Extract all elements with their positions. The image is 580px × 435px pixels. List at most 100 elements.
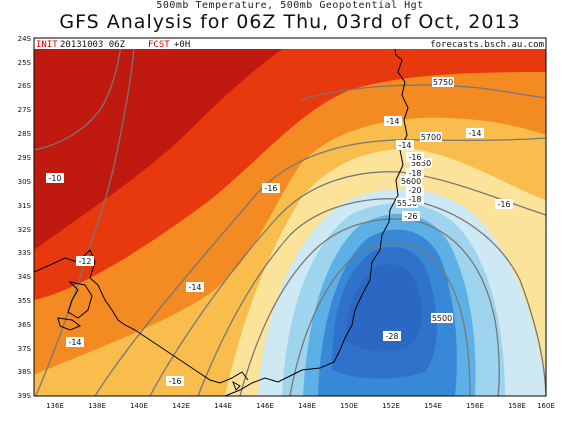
height-contour [289, 242, 471, 396]
lat-tick: 35S [18, 297, 32, 305]
bass-strait-island [232, 380, 241, 391]
svg-text:-14: -14 [68, 338, 81, 347]
lon-tick: 156E [466, 402, 484, 410]
lon-tick: 150E [340, 402, 358, 410]
lon-tick: 160E [537, 402, 555, 410]
lat-tick: 38S [18, 368, 32, 376]
svg-text:5500: 5500 [432, 314, 452, 323]
lat-tick: 34S [18, 273, 32, 281]
lat-tick: 31S [18, 202, 32, 210]
svg-text:-28: -28 [385, 332, 398, 341]
temperature-field [34, 38, 546, 396]
temperature-labels: -10 -12 -14 -14 -14 -14 -14 -16 -16 -16 … [46, 116, 513, 386]
coastline-sa-gulfs [34, 249, 136, 331]
lon-tick: 154E [424, 402, 442, 410]
lon-tick: 158E [508, 402, 526, 410]
lon-tick: 138E [88, 402, 106, 410]
lat-tick: 29S [18, 154, 32, 162]
height-label: 5600 [400, 176, 422, 186]
temp-label: -18 [406, 168, 424, 178]
temp-label: -10 [46, 173, 64, 183]
temp-label: -26 [402, 211, 420, 221]
height-contour [34, 38, 136, 396]
coastline-vic [134, 329, 249, 384]
temp-label: -14 [384, 116, 402, 126]
lat-tick: 27S [18, 106, 32, 114]
temp-label: -16 [406, 152, 424, 162]
temp-label: -14 [466, 128, 484, 138]
temp-label: -20 [406, 185, 424, 195]
svg-text:-16: -16 [264, 184, 277, 193]
lat-tick: 30S [18, 178, 32, 186]
init-value: 20131003 06Z [60, 40, 126, 50]
svg-text:-10: -10 [48, 174, 61, 183]
temp-label: -14 [66, 337, 84, 347]
temp-label: -16 [262, 183, 280, 193]
svg-text:5650: 5650 [411, 159, 431, 168]
lon-tick: 146E [256, 402, 274, 410]
height-label: 5500 [431, 313, 453, 323]
lon-tick: 152E [382, 402, 400, 410]
svg-text:-14: -14 [188, 283, 201, 292]
init-label: INIT [36, 40, 58, 50]
svg-text:-14: -14 [398, 141, 411, 150]
temp-label: -12 [76, 256, 94, 266]
temp-label: -18 [406, 194, 424, 204]
site-label: forecasts.bsch.au.com [430, 40, 544, 50]
map-title: GFS Analysis for 06Z Thu, 03rd of Oct, 2… [59, 11, 521, 33]
lon-tick: 148E [298, 402, 316, 410]
lon-axis: 136E 138E 140E 142E 144E 146E 148E 150E … [46, 402, 555, 410]
info-bar-bg [34, 38, 546, 49]
temp-label: -16 [166, 376, 184, 386]
temp-band-core [345, 264, 423, 352]
svg-text:-18: -18 [408, 195, 421, 204]
temp-label: -14 [186, 282, 204, 292]
lat-tick: 36S [18, 321, 32, 329]
svg-text:-16: -16 [408, 153, 421, 162]
height-label: 5750 [432, 77, 454, 87]
svg-text:5750: 5750 [433, 78, 453, 87]
svg-text:-16: -16 [497, 200, 510, 209]
fcst-label: FCST [148, 40, 170, 50]
coastline-east [333, 38, 409, 363]
lat-tick: 24S [18, 35, 32, 43]
svg-text:-14: -14 [386, 117, 399, 126]
height-label: 5650 [410, 158, 432, 168]
lon-tick: 140E [130, 402, 148, 410]
temp-label: -28 [383, 331, 401, 341]
svg-text:-16: -16 [168, 377, 181, 386]
svg-text:-18: -18 [408, 169, 421, 178]
height-contour [299, 84, 546, 101]
fcst-value: +0H [174, 40, 190, 50]
svg-text:5700: 5700 [421, 133, 441, 142]
lon-tick: 144E [214, 402, 232, 410]
height-contour [149, 171, 546, 396]
coastline-south [224, 361, 335, 396]
svg-text:-12: -12 [78, 257, 91, 266]
map-frame [33, 37, 547, 397]
svg-text:-14: -14 [468, 129, 481, 138]
lat-tick: 28S [18, 130, 32, 138]
coastline [34, 38, 409, 396]
info-bar: INIT 20131003 06Z FCST +0H forecasts.bsc… [34, 38, 546, 50]
temp-label: -16 [495, 199, 513, 209]
height-contour [94, 137, 546, 396]
map-subtitle: 500mb Temperature, 500mb Geopotential Hg… [156, 0, 424, 11]
lon-tick: 136E [46, 402, 64, 410]
lat-axis: 24S 25S 26S 27S 28S 29S 30S 31S 32S 33S … [18, 35, 32, 400]
lat-tick: 39S [18, 392, 32, 400]
height-contour [34, 38, 123, 151]
temp-label: -14 [396, 140, 414, 150]
height-label: 5700 [420, 132, 442, 142]
lat-tick: 33S [18, 249, 32, 257]
svg-text:5600: 5600 [401, 177, 421, 186]
svg-text:-26: -26 [404, 212, 417, 221]
svg-text:-20: -20 [408, 186, 421, 195]
lat-tick: 32S [18, 226, 32, 234]
lat-tick: 37S [18, 345, 32, 353]
kangaroo-island [57, 317, 82, 331]
lat-tick: 25S [18, 59, 32, 67]
coastline-sa-peninsula [67, 281, 93, 319]
lat-tick: 26S [18, 82, 32, 90]
